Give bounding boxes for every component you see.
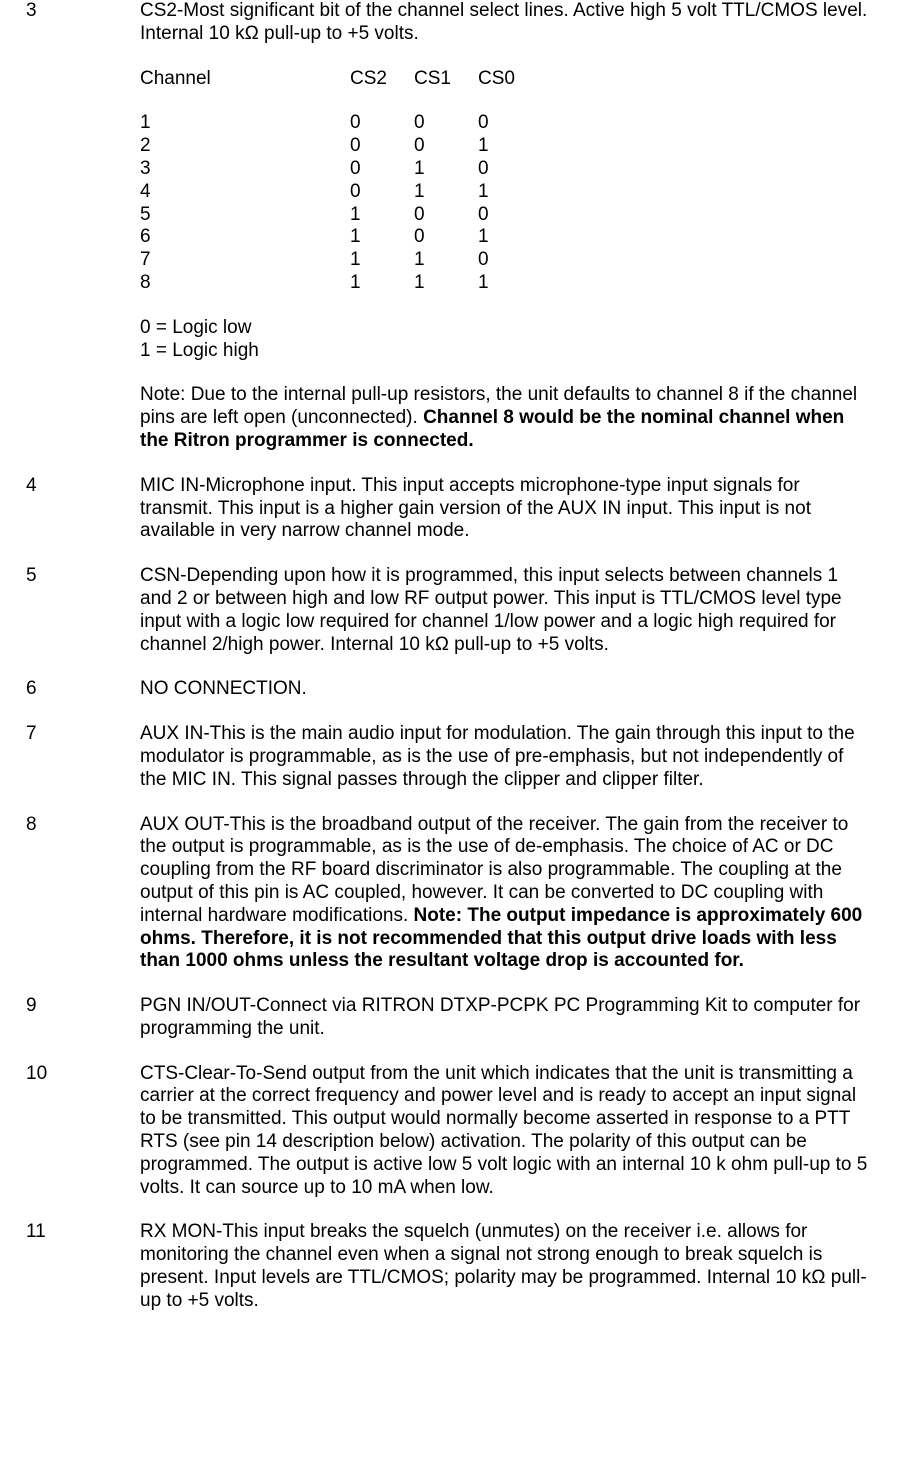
- table-row: 6101: [140, 226, 542, 249]
- pin-number: 4: [26, 475, 140, 543]
- pin-number: 5: [26, 565, 140, 656]
- pin-row-7: 7 AUX IN-This is the main audio input fo…: [26, 723, 872, 791]
- cell: 0: [414, 204, 478, 227]
- pin-description: PGN IN/OUT-Connect via RITRON DTXP-PCPK …: [140, 995, 872, 1041]
- cell: 1: [350, 204, 414, 227]
- th-cs1: CS1: [414, 68, 478, 91]
- cell: 1: [414, 181, 478, 204]
- legend-high: 1 = Logic high: [140, 340, 872, 363]
- pin-description: AUX OUT-This is the broadband output of …: [140, 814, 872, 974]
- pin-description: RX MON-This input breaks the squelch (un…: [140, 1221, 872, 1312]
- cell: 0: [414, 135, 478, 158]
- cell: 0: [350, 158, 414, 181]
- table-row: 8111: [140, 272, 542, 295]
- pin-row-10: 10 CTS-Clear-To-Send output from the uni…: [26, 1063, 872, 1200]
- cell: 0: [478, 249, 542, 272]
- th-cs2: CS2: [350, 68, 414, 91]
- legend-low: 0 = Logic low: [140, 317, 872, 340]
- table-row: 2001: [140, 135, 542, 158]
- pin-number: 3: [26, 0, 140, 453]
- cell: 2: [140, 135, 350, 158]
- channel-select-table: Channel CS2 CS1 CS0 1000 2001 3010 4011 …: [140, 68, 542, 295]
- channel-table: Channel CS2 CS1 CS0 1000 2001 3010 4011 …: [140, 68, 872, 295]
- cell: 1: [414, 158, 478, 181]
- table-row: 3010: [140, 158, 542, 181]
- pin-number: 11: [26, 1221, 140, 1312]
- pin-description: NO CONNECTION.: [140, 678, 872, 701]
- cell: 1: [140, 112, 350, 135]
- pin-row-5: 5 CSN-Depending upon how it is programme…: [26, 565, 872, 656]
- pin-number: 8: [26, 814, 140, 974]
- cell: 1: [350, 226, 414, 249]
- pin-description: AUX IN-This is the main audio input for …: [140, 723, 872, 791]
- cell: 0: [414, 112, 478, 135]
- pin-description: MIC IN-Microphone input. This input acce…: [140, 475, 872, 543]
- cell: 1: [478, 226, 542, 249]
- table-row: 1000: [140, 112, 542, 135]
- cell: 0: [350, 135, 414, 158]
- pin-row-11: 11 RX MON-This input breaks the squelch …: [26, 1221, 872, 1312]
- pin-row-4: 4 MIC IN-Microphone input. This input ac…: [26, 475, 872, 543]
- table-row: 7110: [140, 249, 542, 272]
- cell: 6: [140, 226, 350, 249]
- cell: 1: [414, 272, 478, 295]
- pin-row-8: 8 AUX OUT-This is the broadband output o…: [26, 814, 872, 974]
- pin-number: 6: [26, 678, 140, 701]
- cell: 1: [350, 272, 414, 295]
- cell: 0: [478, 204, 542, 227]
- pin-description: CS2-Most significant bit of the channel …: [140, 0, 872, 453]
- pin-number: 9: [26, 995, 140, 1041]
- pin-row-6: 6 NO CONNECTION.: [26, 678, 872, 701]
- th-cs0: CS0: [478, 68, 542, 91]
- table-row: 4011: [140, 181, 542, 204]
- th-channel: Channel: [140, 68, 350, 91]
- table-header-row: Channel CS2 CS1 CS0: [140, 68, 542, 91]
- pin-number: 10: [26, 1063, 140, 1200]
- pin-description: CTS-Clear-To-Send output from the unit w…: [140, 1063, 872, 1200]
- pin-row-9: 9 PGN IN/OUT-Connect via RITRON DTXP-PCP…: [26, 995, 872, 1041]
- cell: 0: [414, 226, 478, 249]
- cell: 8: [140, 272, 350, 295]
- cell: 1: [478, 181, 542, 204]
- pin-number: 7: [26, 723, 140, 791]
- cell: 0: [350, 181, 414, 204]
- cell: 1: [478, 272, 542, 295]
- table-row: 5100: [140, 204, 542, 227]
- page: 3 CS2-Most significant bit of the channe…: [0, 0, 898, 1343]
- cell: 1: [350, 249, 414, 272]
- pin-row-3: 3 CS2-Most significant bit of the channe…: [26, 0, 872, 453]
- cell: 4: [140, 181, 350, 204]
- cell: 3: [140, 158, 350, 181]
- pin-description: CSN-Depending upon how it is programmed,…: [140, 565, 872, 656]
- pin3-note: Note: Due to the internal pull-up resist…: [140, 384, 872, 452]
- cell: 7: [140, 249, 350, 272]
- cell: 0: [350, 112, 414, 135]
- cell: 0: [478, 112, 542, 135]
- cell: 5: [140, 204, 350, 227]
- pin3-desc-text: CS2-Most significant bit of the channel …: [140, 0, 872, 46]
- cell: 1: [414, 249, 478, 272]
- cell: 1: [478, 135, 542, 158]
- cell: 0: [478, 158, 542, 181]
